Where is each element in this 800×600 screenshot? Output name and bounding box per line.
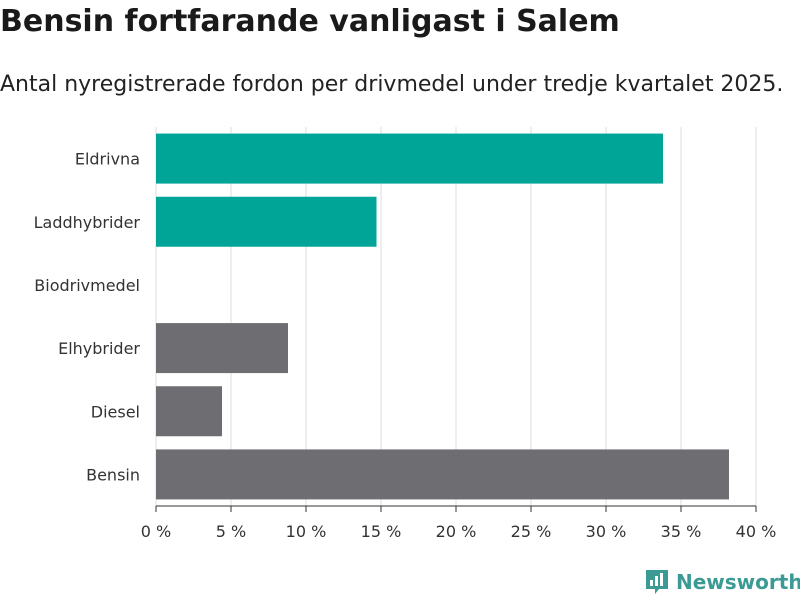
brand-name: Newsworthy [676,570,800,594]
category-label: Bensin [86,465,140,484]
x-tick-label: 35 % [661,522,702,541]
chart-title: Bensin fortfarande vanligast i Salem [0,4,620,39]
bar [156,449,729,500]
brand-logo: Newsworthy [644,568,800,596]
x-tick-label: 5 % [216,522,246,541]
x-tick-label: 15 % [361,522,402,541]
bar [156,196,377,247]
category-label: Laddhybrider [34,213,141,232]
bar [156,386,222,437]
x-tick-label: 20 % [436,522,477,541]
category-label: Diesel [91,402,140,421]
chart-subtitle: Antal nyregistrerade fordon per drivmede… [0,72,784,97]
x-tick-label: 30 % [586,522,627,541]
category-label: Eldrivna [75,150,140,169]
bar [156,133,663,184]
bar [156,323,288,374]
x-tick-label: 40 % [736,522,777,541]
category-label: Biodrivmedel [34,276,140,295]
x-tick-label: 10 % [286,522,327,541]
category-label: Elhybrider [58,339,140,358]
x-tick-label: 25 % [511,522,552,541]
newsworthy-logo-icon [646,570,668,594]
x-tick-label: 0 % [141,522,171,541]
